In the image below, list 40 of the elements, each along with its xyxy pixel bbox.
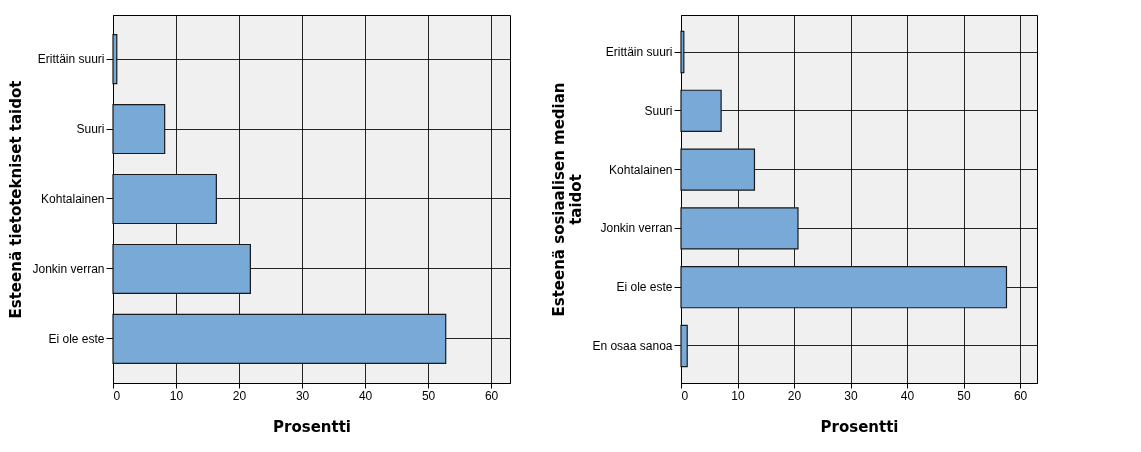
y-axis-title: Esteenä sosiaalisen median taidot: [550, 82, 586, 317]
bar: [112, 173, 217, 225]
x-tick-label: 40: [900, 388, 915, 403]
x-axis-title: Prosentti: [273, 417, 351, 436]
bar: [680, 207, 799, 250]
bar: [680, 324, 688, 368]
x-tick-label: 0: [113, 388, 121, 403]
y-tick-label: Ei ole este: [48, 331, 105, 346]
y-tick-label: Jonkin verran: [600, 221, 673, 236]
y-tick-label: Kohtalainen: [41, 192, 105, 206]
bar: [112, 243, 251, 295]
x-axis-title: Prosentti: [820, 417, 899, 436]
x-tick-label: 50: [421, 388, 436, 403]
bar: [680, 89, 722, 132]
bar: [680, 266, 1008, 309]
x-tick-label: 0: [681, 388, 689, 403]
bar: [112, 313, 447, 365]
bar: [680, 148, 756, 191]
y-tick-label: Ei ole este: [616, 280, 673, 295]
y-tick-label: Suuri: [644, 103, 673, 118]
x-tick-label: 40: [358, 388, 373, 403]
y-tick-label: En osaa sanoa: [592, 338, 673, 353]
x-tick-label: 50: [957, 388, 972, 403]
x-tick-label: 10: [731, 388, 745, 403]
x-tick-label: 30: [295, 388, 310, 403]
x-tick-label: 60: [484, 388, 499, 403]
y-tick-label: Suuri: [76, 122, 105, 137]
y-tick-label: Erittäin suuri: [37, 52, 105, 67]
y-tick-label: Jonkin verran: [32, 261, 105, 276]
y-tick-label: Kohtalainen: [609, 162, 673, 177]
bar: [112, 33, 118, 85]
x-tick-label: 30: [844, 388, 859, 403]
x-tick-label: 10: [169, 388, 184, 403]
y-axis-title: Esteenä tietotekniset taidot: [7, 80, 26, 319]
bar: [680, 30, 685, 74]
x-tick-label: 20: [787, 388, 802, 403]
y-tick-label: Erittäin suuri: [605, 45, 673, 60]
bar: [112, 103, 166, 155]
x-tick-label: 60: [1013, 388, 1028, 403]
x-tick-label: 20: [232, 388, 247, 403]
